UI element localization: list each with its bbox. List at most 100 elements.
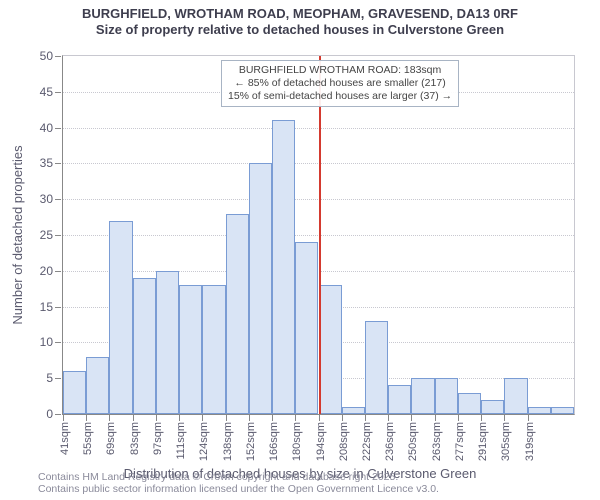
histogram-bar: [202, 285, 225, 414]
x-tick: [202, 415, 203, 421]
histogram-bar: [342, 407, 365, 414]
x-tick-label: 97sqm: [152, 422, 164, 455]
y-tick: [55, 307, 61, 308]
title-line-2: Size of property relative to detached ho…: [0, 22, 600, 38]
reference-annotation: BURGHFIELD WROTHAM ROAD: 183sqm ← 85% of…: [221, 60, 459, 107]
x-tick-label: 83sqm: [129, 422, 141, 455]
histogram-bar: [365, 321, 388, 414]
y-tick: [55, 414, 61, 415]
x-tick-label: 138sqm: [222, 422, 234, 461]
histogram-bar: [388, 385, 411, 414]
x-tick: [86, 415, 87, 421]
x-tick-label: 69sqm: [105, 422, 117, 455]
histogram-bar: [179, 285, 202, 414]
histogram-bar: [458, 393, 481, 414]
y-tick: [55, 378, 61, 379]
histogram-bar: [272, 120, 295, 414]
histogram-bar: [133, 278, 156, 414]
histogram-bar: [481, 400, 504, 414]
y-tick: [55, 92, 61, 93]
x-tick-label: 166sqm: [268, 422, 280, 461]
y-tick: [55, 235, 61, 236]
y-axis-label: Number of detached properties: [10, 145, 25, 324]
x-tick-label: 208sqm: [338, 422, 350, 461]
y-tick-label: 25: [40, 228, 53, 242]
annotation-line-1: BURGHFIELD WROTHAM ROAD: 183sqm: [228, 64, 452, 77]
footer-line-1: Contains HM Land Registry data © Crown c…: [38, 471, 439, 484]
x-tick-label: 41sqm: [59, 422, 71, 455]
x-tick-label: 263sqm: [431, 422, 443, 461]
x-tick: [528, 415, 529, 421]
x-tick-label: 55sqm: [82, 422, 94, 455]
x-tick: [411, 415, 412, 421]
histogram-bar: [528, 407, 551, 414]
histogram-bar: [435, 378, 458, 414]
x-tick: [133, 415, 134, 421]
x-tick-label: 236sqm: [384, 422, 396, 461]
annotation-line-2: ← 85% of detached houses are smaller (21…: [228, 77, 452, 90]
x-tick-label: 277sqm: [454, 422, 466, 461]
x-tick: [342, 415, 343, 421]
histogram-bar: [226, 214, 249, 414]
title-block: BURGHFIELD, WROTHAM ROAD, MEOPHAM, GRAVE…: [0, 0, 600, 37]
footer-line-2: Contains public sector information licen…: [38, 483, 439, 496]
x-tick: [388, 415, 389, 421]
x-tick-label: 152sqm: [245, 422, 257, 461]
x-tick: [365, 415, 366, 421]
histogram-bar: [109, 221, 132, 414]
y-tick: [55, 128, 61, 129]
histogram-bar: [156, 271, 179, 414]
footer-attribution: Contains HM Land Registry data © Crown c…: [38, 471, 439, 496]
y-tick-label: 5: [46, 371, 53, 385]
y-tick-label: 10: [40, 335, 53, 349]
reference-line: [319, 56, 321, 414]
x-tick: [179, 415, 180, 421]
histogram-bar: [504, 378, 527, 414]
y-tick-label: 35: [40, 156, 53, 170]
histogram-bar: [411, 378, 434, 414]
x-tick-label: 111sqm: [175, 422, 187, 460]
y-tick: [55, 163, 61, 164]
x-tick: [226, 415, 227, 421]
x-tick-label: 194sqm: [315, 422, 327, 461]
x-tick: [272, 415, 273, 421]
title-line-1: BURGHFIELD, WROTHAM ROAD, MEOPHAM, GRAVE…: [0, 6, 600, 22]
chart-container: BURGHFIELD, WROTHAM ROAD, MEOPHAM, GRAVE…: [0, 0, 600, 500]
y-tick: [55, 342, 61, 343]
x-tick-label: 250sqm: [407, 422, 419, 461]
histogram-bar: [295, 242, 318, 414]
x-tick-label: 222sqm: [361, 422, 373, 461]
y-tick-label: 0: [46, 407, 53, 421]
y-tick: [55, 271, 61, 272]
histogram-bar: [63, 371, 86, 414]
histogram-bar: [319, 285, 342, 414]
y-tick-label: 20: [40, 264, 53, 278]
x-tick: [156, 415, 157, 421]
x-tick: [435, 415, 436, 421]
histogram-bar: [86, 357, 109, 414]
y-tick-label: 15: [40, 300, 53, 314]
y-tick: [55, 199, 61, 200]
y-tick-label: 45: [40, 85, 53, 99]
y-tick-label: 50: [40, 49, 53, 63]
x-tick-label: 319sqm: [524, 422, 536, 461]
y-tick: [55, 56, 61, 57]
x-tick-label: 124sqm: [198, 422, 210, 461]
x-tick: [63, 415, 64, 421]
y-tick-label: 30: [40, 192, 53, 206]
x-tick: [109, 415, 110, 421]
x-tick: [504, 415, 505, 421]
x-tick: [295, 415, 296, 421]
histogram-bar: [551, 407, 574, 414]
x-tick: [481, 415, 482, 421]
histogram-bar: [249, 163, 272, 414]
plot-area: 0510152025303540455041sqm55sqm69sqm83sqm…: [62, 55, 575, 415]
annotation-line-3: 15% of semi-detached houses are larger (…: [228, 90, 452, 103]
x-tick-label: 291sqm: [477, 422, 489, 461]
x-tick: [319, 415, 320, 421]
x-tick-label: 180sqm: [291, 422, 303, 461]
x-tick: [249, 415, 250, 421]
y-tick-label: 40: [40, 121, 53, 135]
x-tick-label: 305sqm: [500, 422, 512, 461]
x-tick: [458, 415, 459, 421]
